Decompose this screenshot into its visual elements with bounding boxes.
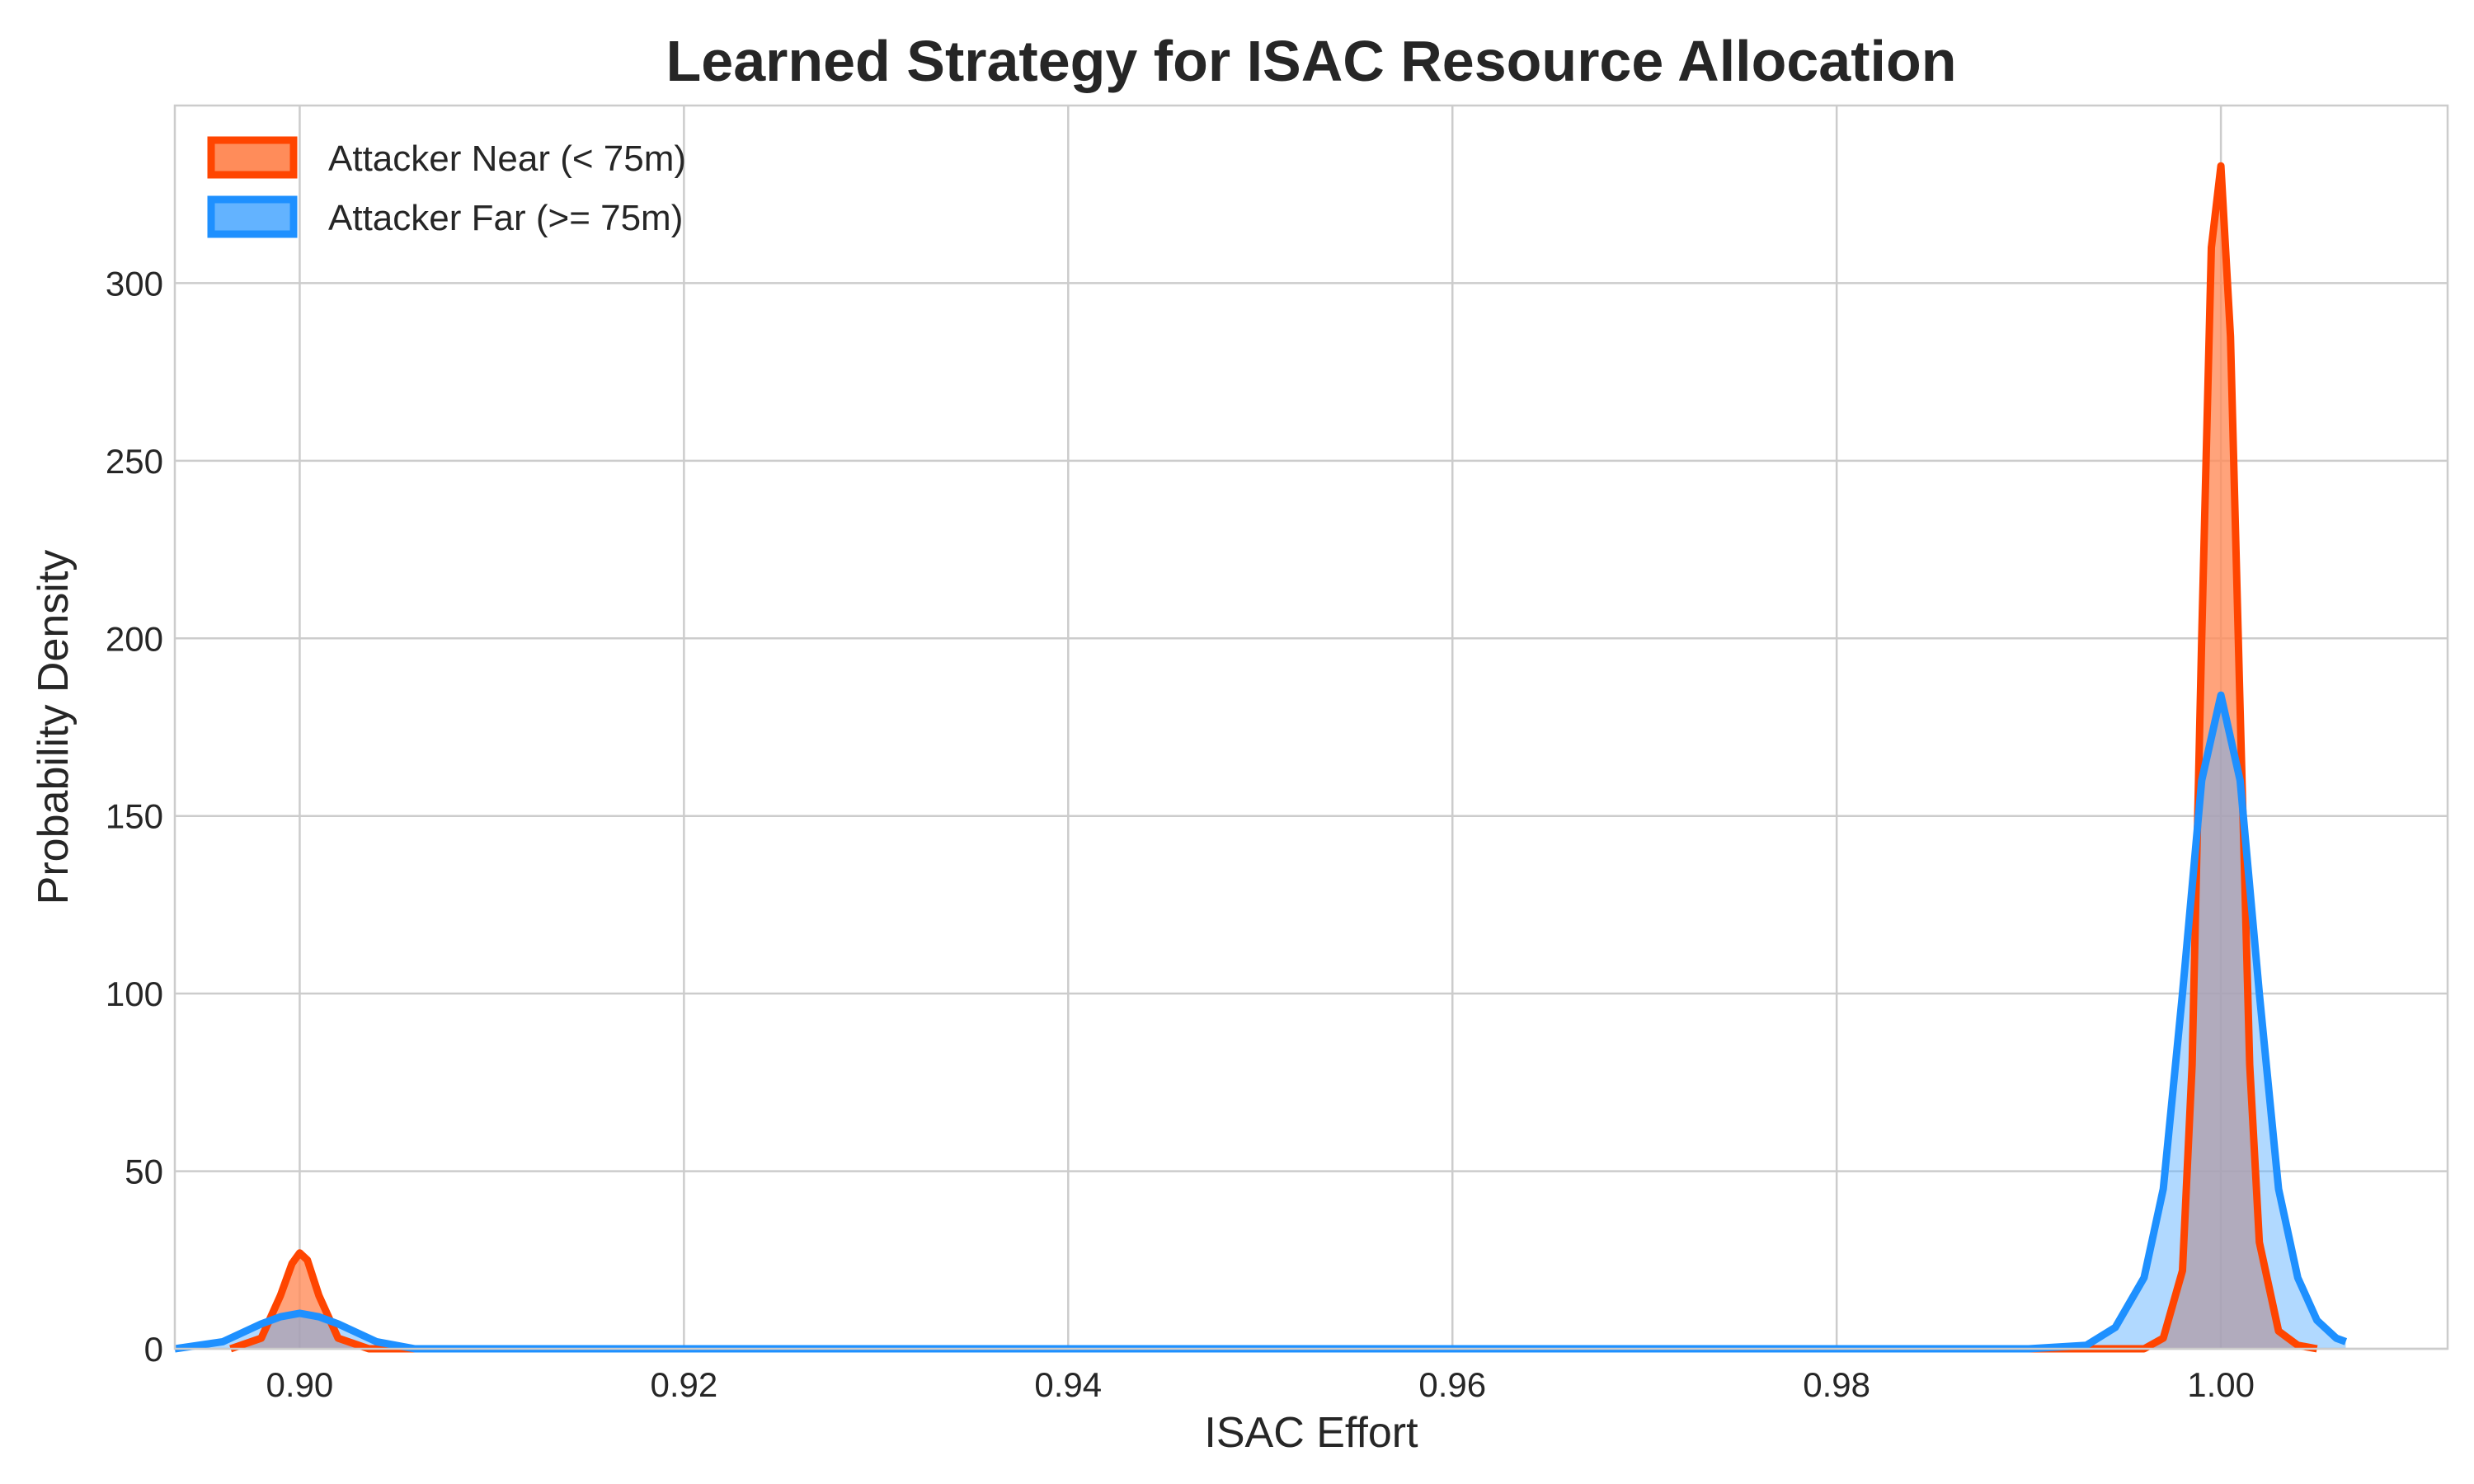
legend-swatch-near [207, 136, 298, 179]
y-tick-label: 50 [125, 1153, 163, 1191]
y-tick-label: 0 [144, 1330, 163, 1369]
y-tick-label: 100 [106, 974, 163, 1013]
x-tick-label: 0.92 [650, 1365, 717, 1404]
x-tick-label: 0.98 [1803, 1365, 1870, 1404]
chart-title: Learned Strategy for ISAC Resource Alloc… [666, 29, 1957, 93]
x-tick-label: 1.00 [2187, 1365, 2255, 1404]
y-axis-label: Probability Density [30, 550, 78, 905]
x-axis-ticks: 0.90 0.92 0.94 0.96 0.98 1.00 [266, 1365, 2255, 1404]
y-axis-ticks: 0 50 100 150 200 250 300 [106, 264, 163, 1369]
series-layer [174, 162, 2348, 1353]
y-tick-label: 250 [106, 442, 163, 481]
grid [175, 106, 2448, 1350]
series-area-1 [175, 695, 2346, 1349]
y-tick-label: 200 [106, 619, 163, 658]
y-tick-label: 300 [106, 264, 163, 303]
legend: Attacker Near (< 75m) Attacker Far (>= 7… [207, 136, 686, 238]
x-tick-label: 0.96 [1418, 1365, 1486, 1404]
x-axis-label: ISAC Effort [1204, 1409, 1418, 1457]
series-line-0 [229, 162, 2318, 1353]
plot-frame [173, 104, 2449, 1350]
legend-label-far: Attacker Far (>= 75m) [328, 198, 683, 238]
x-tick-label: 0.94 [1034, 1365, 1102, 1404]
legend-label-near: Attacker Near (< 75m) [328, 139, 686, 179]
series-line-1 [174, 691, 2348, 1353]
x-tick-label: 0.90 [266, 1365, 334, 1404]
legend-swatch-far [207, 195, 298, 238]
y-tick-label: 150 [106, 797, 163, 836]
